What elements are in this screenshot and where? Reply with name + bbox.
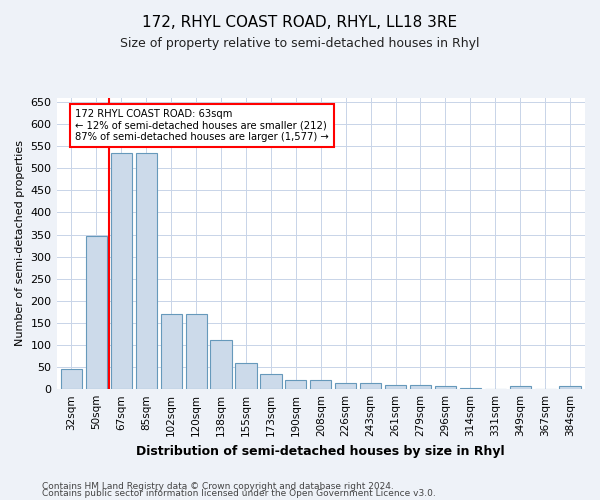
Bar [285,380,307,389]
Text: 172 RHYL COAST ROAD: 63sqm
← 12% of semi-detached houses are smaller (212)
87% o: 172 RHYL COAST ROAD: 63sqm ← 12% of semi… [75,108,329,142]
Bar [111,152,132,389]
Bar [260,374,281,389]
Bar [435,386,456,389]
Text: Contains public sector information licensed under the Open Government Licence v3: Contains public sector information licen… [42,489,436,498]
Bar [161,314,182,389]
Bar [185,314,207,389]
Bar [61,369,82,389]
Bar [385,385,406,389]
Bar [559,386,581,389]
Bar [310,380,331,389]
Bar [136,152,157,389]
Bar [235,362,257,389]
Bar [211,340,232,389]
Text: Size of property relative to semi-detached houses in Rhyl: Size of property relative to semi-detach… [120,38,480,51]
Bar [360,382,381,389]
Bar [509,386,531,389]
Bar [410,385,431,389]
Bar [460,388,481,389]
Text: Contains HM Land Registry data © Crown copyright and database right 2024.: Contains HM Land Registry data © Crown c… [42,482,394,491]
X-axis label: Distribution of semi-detached houses by size in Rhyl: Distribution of semi-detached houses by … [136,444,505,458]
Bar [86,236,107,389]
Y-axis label: Number of semi-detached properties: Number of semi-detached properties [15,140,25,346]
Bar [335,382,356,389]
Text: 172, RHYL COAST ROAD, RHYL, LL18 3RE: 172, RHYL COAST ROAD, RHYL, LL18 3RE [142,15,458,30]
